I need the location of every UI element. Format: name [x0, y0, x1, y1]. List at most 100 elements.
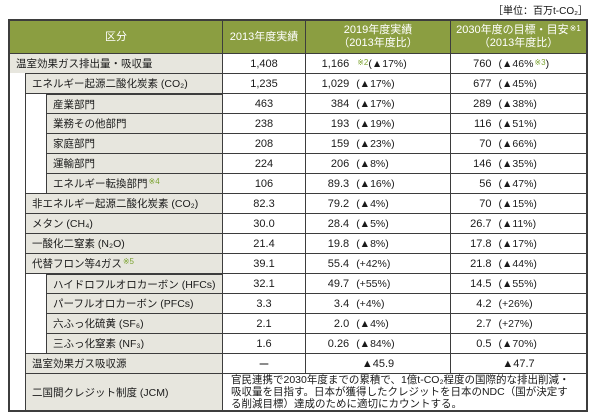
value-2013-cell: 32.1 [222, 273, 305, 293]
percent-text: (+4%) [356, 297, 385, 310]
percent-text: (▲45%) [498, 77, 537, 90]
percent-text: (▲8%) [356, 157, 389, 170]
row-label-box: 家庭部門 [46, 133, 222, 153]
cell-value: 26.7 [470, 217, 492, 230]
cell-value: 82.3 [253, 197, 275, 210]
cell-value: 1.6 [256, 337, 272, 350]
row-label-box: 六ふっ化硫黄 (SF₆) [46, 313, 222, 333]
table-row: パーフルオロカーボン (PFCs) 3.3 3.4 (+4%) 4.2 (+26%) [10, 293, 586, 313]
cell-percent: (▲8%) [349, 158, 450, 170]
percent-text: (+42%) [356, 257, 391, 270]
header-2030-line2: （2013年度比） [478, 37, 559, 49]
cell-value: 0.5 [476, 337, 492, 350]
row-label-box: エネルギー起源二酸化炭素 (CO₂) [25, 73, 222, 93]
value-2013-cell: 30.0 [222, 213, 305, 233]
row-label: エネルギー起源二酸化炭素 (CO₂) [32, 78, 188, 90]
value-2013-cell: 1,235 [222, 73, 305, 93]
value-2030-cell: 289 (▲38%) [450, 93, 586, 113]
percent-text: (▲66%) [498, 137, 537, 150]
cell-value: 21.4 [253, 237, 275, 250]
table-body: 温室効果ガス排出量・吸収量 1,408 1,166 ※2(▲17%) 760 (▲46%※… [10, 53, 586, 410]
indent-guide: 六ふっ化硫黄 (SF₆) [25, 313, 222, 333]
cell-value: 463 [254, 97, 274, 110]
percent-text: (▲17%) [356, 77, 395, 90]
cell-percent: (▲66%) [492, 138, 587, 150]
value-2013-cell: 208 [222, 133, 305, 153]
cell-percent: (▲16%) [349, 178, 450, 190]
row-label: 業務その他部門 [53, 118, 127, 130]
value-2030-cell: 70 (▲15%) [450, 193, 586, 213]
row-label: 運輸部門 [53, 158, 95, 170]
table-row: エネルギー転換部門 ※4 106 89.3 (▲16%) 56 (▲47%) [10, 173, 586, 193]
footnote-mark: ※3 [534, 57, 546, 67]
value-2019-cell: 2.0 (▲4%) [305, 313, 450, 333]
cell-value: ▲45.9 [361, 357, 395, 370]
table-header: 区分 2013年度実績 2019年度実績 （2013年度比） 2030年度の目標… [10, 21, 586, 53]
row-label-box: 産業部門 [46, 94, 222, 113]
indent-guide: 運輸部門 [25, 153, 222, 173]
table-row: 温室効果ガス吸収源 ー ▲45.9 ▲47.7 [10, 353, 586, 373]
row-label-cell: 六ふっ化硫黄 (SF₆) [10, 313, 222, 333]
row-label: 三ふっ化窒素 (NF₃) [53, 338, 145, 350]
cell-percent: (▲17%) [349, 78, 450, 90]
row-label: 温室効果ガス吸収源 [32, 358, 127, 370]
row-label-box: 二国間クレジット制度 (JCM) [25, 373, 222, 410]
row-label-cell: メタン (CH₄) [10, 213, 222, 233]
row-label: パーフルオロカーボン (PFCs) [53, 298, 194, 310]
row-label: 非エネルギー起源二酸化炭素 (CO₂) [32, 198, 199, 210]
row-label-box: 業務その他部門 [46, 113, 222, 133]
unit-label: ［単位：百万t-CO₂］ [493, 6, 588, 17]
table-row: ハイドロフルオロカーボン (HFCs) 32.1 49.7 (+55%) 14.5 (▲5… [10, 273, 586, 293]
row-label-box: 運輸部門 [46, 153, 222, 173]
row-label-cell: 温室効果ガス吸収源 [10, 353, 222, 373]
row-label-box: エネルギー転換部門 ※4 [46, 173, 222, 193]
cell-value: 384 [330, 97, 350, 110]
indent-guide: 業務その他部門 [25, 113, 222, 133]
cell-value: 3.3 [256, 297, 272, 310]
jcm-description-cell: 官民連携で2030年度までの累積で、1億t-CO₂程度の国際的な排出削減・吸収量… [222, 373, 586, 410]
cell-value: 2.7 [476, 317, 492, 330]
cell-value: 159 [330, 137, 350, 150]
cell-value: 106 [254, 177, 274, 190]
percent-text: (▲16%) [356, 177, 395, 190]
cell-value: 224 [254, 157, 274, 170]
cell-value: 289 [473, 97, 492, 110]
header-cell-category: 区分 [10, 21, 222, 53]
footnote-mark: ※5 [122, 257, 134, 266]
header-cell-2030: 2030年度の目標・目安※1 （2013年度比） [450, 21, 586, 53]
cell-percent: (▲46%※3) [492, 58, 587, 70]
indent-guide: ハイドロフルオロカーボン (HFCs) [25, 273, 222, 293]
percent-text: (▲5%) [356, 217, 389, 230]
percent-text: (▲17%) [368, 57, 407, 70]
table-row: エネルギー起源二酸化炭素 (CO₂) 1,235 1,029 (▲17%) 677 (▲4… [10, 73, 586, 93]
table-row: 代替フロン等4ガス ※5 39.1 55.4 (+42%) 21.8 (▲44%) [10, 253, 586, 273]
cell-value: 79.2 [327, 197, 350, 210]
cell-value: 206 [330, 157, 350, 170]
percent-text: (▲15%) [498, 197, 537, 210]
value-2019-cell: 49.7 (+55%) [305, 273, 450, 293]
row-label: ハイドロフルオロカーボン (HFCs) [53, 278, 216, 291]
header-2019-line1: 2019年度実績 [343, 24, 413, 36]
percent-text: (▲46% [498, 57, 534, 70]
header-cell-2019: 2019年度実績 （2013年度比） [305, 21, 450, 53]
percent-text: (▲19%) [356, 117, 395, 130]
cell-value: 4.2 [476, 297, 492, 310]
value-2019-cell: 89.3 (▲16%) [305, 173, 450, 193]
value-2030-cell: ▲47.7 [450, 353, 586, 373]
row-label-box: 代替フロン等4ガス ※5 [25, 253, 222, 273]
row-label: 家庭部門 [53, 138, 95, 150]
cell-value: 760 [473, 57, 492, 70]
indent-guide: エネルギー転換部門 ※4 [25, 173, 222, 193]
row-label: エネルギー転換部門 [53, 178, 148, 190]
percent-text: (▲23%) [356, 137, 395, 150]
percent-text: (+26%) [498, 297, 533, 310]
value-2030-cell: 146 (▲35%) [450, 153, 586, 173]
value-2019-cell: 0.26 (▲84%) [305, 333, 450, 353]
value-2013-cell: 3.3 [222, 293, 305, 313]
cell-value: 2.0 [333, 317, 350, 330]
row-label-box: 温室効果ガス吸収源 [25, 353, 222, 373]
cell-value: 30.0 [253, 217, 275, 230]
row-label: 代替フロン等4ガス [32, 258, 122, 270]
percent-text: (▲44%) [498, 257, 537, 270]
footnote-mark-1: ※1 [569, 24, 581, 33]
